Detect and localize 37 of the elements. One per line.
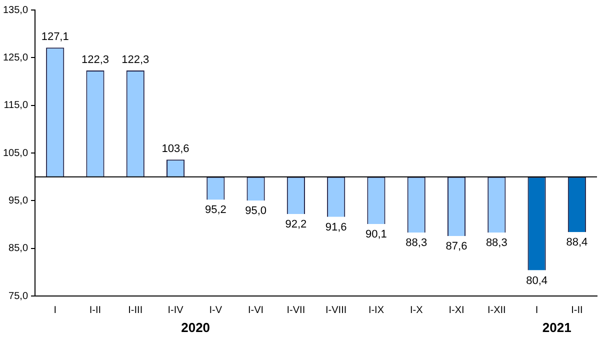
x-tick-label: I-IV xyxy=(168,304,184,316)
data-label: 88,3 xyxy=(406,237,428,250)
x-tick-label: I-V xyxy=(209,304,222,316)
data-label: 91,6 xyxy=(325,221,347,234)
data-label: 127,1 xyxy=(41,31,69,44)
data-label: 90,1 xyxy=(366,228,387,241)
data-label: 80,4 xyxy=(526,274,548,287)
data-label: 122,3 xyxy=(81,54,109,66)
data-label: 88,4 xyxy=(566,236,588,249)
data-label: 103,6 xyxy=(162,143,190,156)
text: 2021 xyxy=(542,320,572,335)
x-tick-label: I-XII xyxy=(487,304,506,316)
data-label: 87,6 xyxy=(446,240,468,252)
x-tick-label: I-II xyxy=(89,304,102,316)
x-tick-label: I-VIII xyxy=(326,304,347,316)
text: 2020 xyxy=(181,320,210,335)
y-tick-label: 135,0 xyxy=(2,4,28,16)
x-tick-label: I-VII xyxy=(286,304,306,316)
y-tick-label: 95,0 xyxy=(8,195,28,206)
x-tick-label: I-IX xyxy=(368,304,384,316)
data-label: 95,2 xyxy=(204,204,226,216)
x-tick-label: I-XI xyxy=(448,304,464,316)
x-tick-label: I-VI xyxy=(248,304,264,316)
data-label: 122,3 xyxy=(122,54,150,66)
x-tick-label: I-X xyxy=(410,304,424,316)
data-label: 88,3 xyxy=(486,237,508,250)
x-tick-label: I xyxy=(535,304,538,316)
data-label: 95,0 xyxy=(245,205,267,218)
x-tick-label: I xyxy=(54,304,56,316)
data-label: 92,2 xyxy=(285,218,307,231)
y-tick-label: 105,0 xyxy=(2,148,28,159)
y-tick-label: 85,0 xyxy=(8,243,28,254)
y-tick-label: 125,0 xyxy=(2,52,28,64)
x-tick-label: I-II xyxy=(571,304,583,316)
y-tick-label: 115,0 xyxy=(4,100,28,112)
y-tick-label: 75,0 xyxy=(8,290,28,302)
x-tick-label: I-III xyxy=(128,304,143,316)
